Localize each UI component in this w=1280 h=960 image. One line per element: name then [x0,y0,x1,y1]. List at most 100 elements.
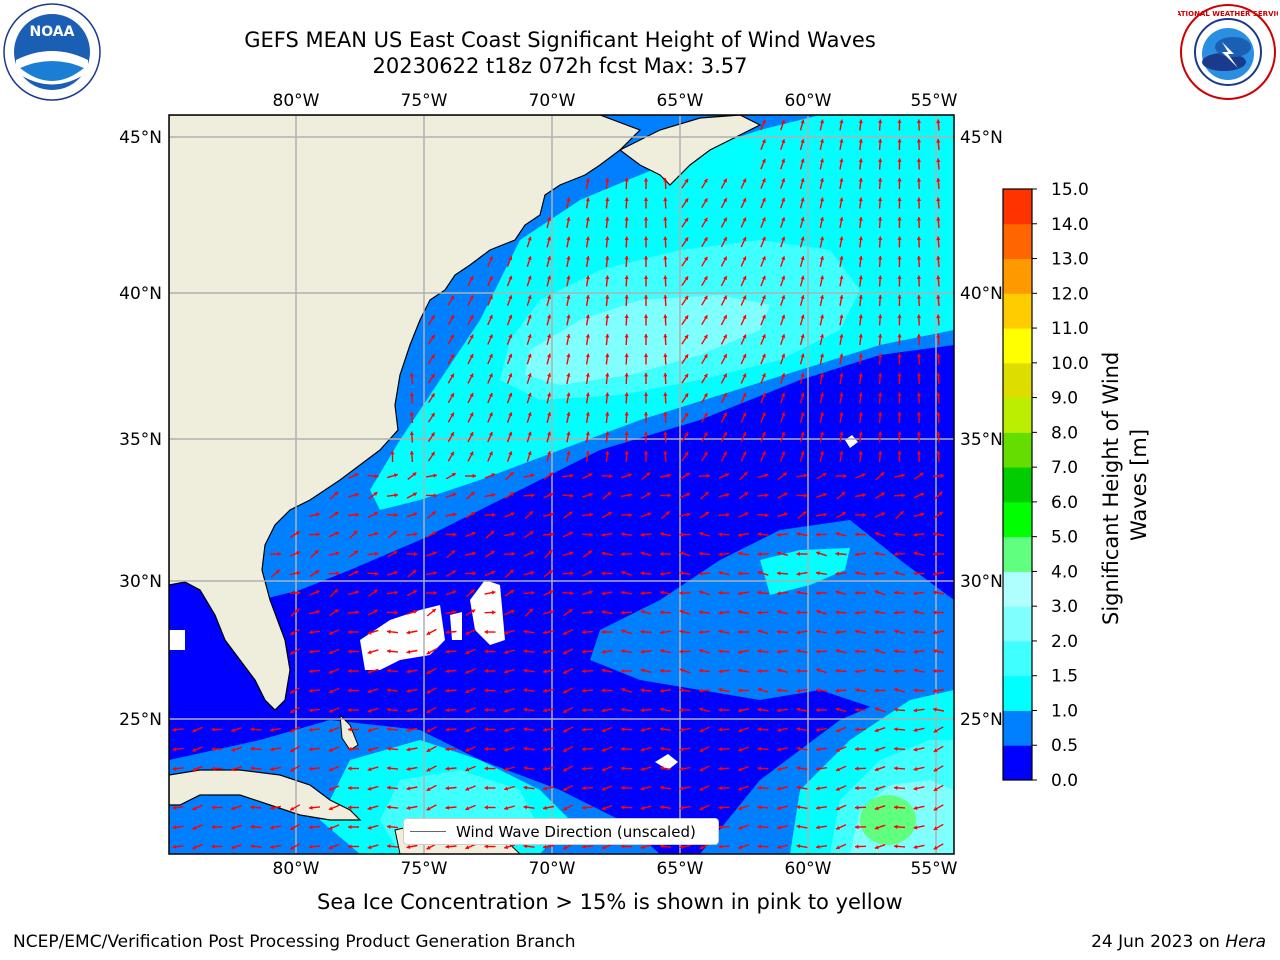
wave-direction-arrowhead [585,353,590,358]
wave-direction-arrowhead [484,688,488,693]
wave-direction-arrowhead [328,825,333,830]
wave-direction-arrowhead [800,431,805,436]
wave-direction-arrowhead [761,217,766,222]
wave-direction-arrowhead [328,728,333,733]
colorbar-tick-label: 1.5 [1051,667,1078,687]
wave-direction-arrowhead [874,806,879,811]
wave-direction-arrowhead [355,610,359,615]
wave-direction-arrowhead [761,451,766,456]
wave-direction-arrowhead [699,707,704,712]
wave-direction-arrowhead [309,649,313,654]
wave-direction-arrowhead [621,707,625,712]
wave-direction-arrowhead [663,431,668,435]
wave-direction-arrowhead [718,629,723,634]
wave-direction-arrowhead [250,727,255,732]
wave-direction-arrowhead [858,392,863,397]
wave-direction-arrowhead [640,668,645,673]
wave-direction-arrowhead [640,571,645,576]
colorbar-tick-label: 0.0 [1051,771,1078,791]
wave-direction-arrowhead [316,532,320,537]
colorbar-segment [1003,432,1032,468]
wave-direction-arrowhead [492,610,496,615]
wave-direction-arrowhead [375,571,379,576]
wave-direction-arrowhead [523,649,528,654]
colorbar-segment [1003,362,1032,399]
colorbar-frame [1002,188,1033,781]
wave-direction-arrowhead [684,315,689,320]
wave-direction-arrowhead [916,412,922,416]
wave-direction-arrowhead [296,551,301,556]
wave-direction-arrowhead [624,295,629,299]
wave-direction-arrowhead [315,590,320,595]
wave-direction-arrowhead [589,610,593,615]
wave-direction-arrowhead [409,431,414,435]
wave-direction-arrowhead [725,473,729,478]
wave-direction-arrowhead [640,688,645,693]
wave-direction-arrowhead [913,825,918,830]
wave-direction-arrowhead [605,236,610,241]
wave-direction-arrowhead [585,197,590,202]
wave-direction-arrowhead [777,551,781,556]
wave-direction-arrowhead [508,412,513,417]
wave-direction-arrowhead [328,786,333,791]
wave-direction-arrowhead [601,610,606,615]
wave-direction-arrowhead [725,492,730,498]
wave-direction-arrowhead [643,431,649,435]
wave-direction-arrowhead [800,334,805,339]
wave-direction-arrowhead [703,276,708,281]
wave-direction-arrowhead [211,727,215,732]
wave-direction-arrowhead [901,473,905,478]
wave-direction-arrowhead [231,767,236,772]
wave-direction-arrowhead [684,451,689,456]
wave-direction-arrowhead [858,314,863,319]
wave-direction-arrowhead [192,747,197,752]
wave-direction-arrowhead [465,747,470,752]
wave-direction-arrowhead [738,825,743,830]
colorbar-tick-label: 6.0 [1051,493,1078,513]
wave-direction-arrowhead [624,334,629,338]
wave-direction-arrowhead [816,707,820,713]
wave-direction-arrowhead [855,688,859,693]
wave-direction-arrowhead [640,649,645,654]
wave-direction-arrowhead [566,334,571,338]
wave-direction-arrowhead [192,728,197,733]
wave-direction-arrowhead [718,825,722,830]
wave-direction-arrowhead [426,631,431,635]
wave-direction-arrowhead [348,824,352,830]
wave-direction-arrowhead [916,334,922,338]
wave-direction-arrowhead [796,688,801,693]
noaa-logo-text: NOAA [30,24,75,40]
wave-direction-arrowhead [816,786,820,791]
wave-direction-arrowhead [563,748,568,752]
wave-direction-arrowhead [897,178,902,182]
wave-direction-arrowhead [839,392,844,397]
wave-direction-arrowhead [660,610,664,615]
wave-direction-arrowhead [936,412,941,416]
wave-direction-arrowhead [723,315,727,320]
wave-direction-arrowhead [901,493,905,498]
wave-direction-arrowhead [835,630,840,635]
wave-direction-arrowhead [897,451,902,455]
wave-direction-arrowhead [897,392,902,396]
wave-direction-arrowhead [874,688,878,693]
wave-direction-arrowhead [660,630,664,635]
nws-logo: NATIONAL WEATHER SERVICE [1178,4,1278,100]
wave-direction-arrowhead [566,236,571,241]
wave-direction-arrowhead [563,728,568,733]
colorbar-label-line1: Significant Height of Wind [1099,352,1123,625]
wave-direction-arrowhead [547,353,552,358]
wave-direction-arrowhead [543,669,547,674]
wave-direction-arrowhead [445,649,450,654]
wave-direction-arrowhead [328,708,333,713]
wave-direction-arrowhead [858,431,863,436]
wave-direction-arrowhead [816,688,820,693]
wave-direction-arrowhead [172,727,177,732]
wave-direction-arrowhead [897,158,902,162]
wave-direction-arrowhead [566,392,571,397]
wave-direction-arrowhead [718,766,722,771]
wave-direction-arrowhead [568,511,573,516]
wave-direction-arrowhead [742,432,747,436]
wave-direction-arrowhead [742,393,747,397]
wave-direction-arrowhead [777,844,781,850]
wave-direction-arrowhead [469,432,474,437]
